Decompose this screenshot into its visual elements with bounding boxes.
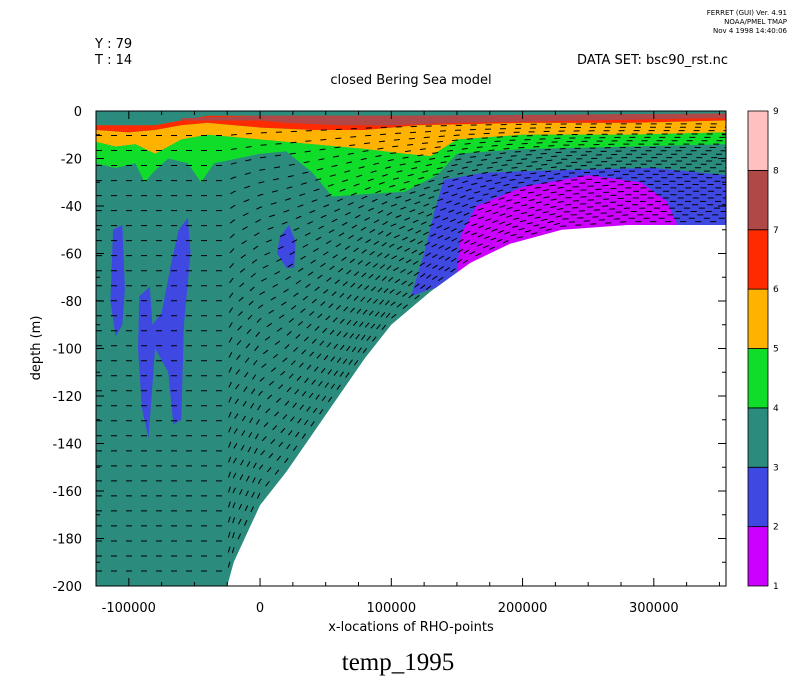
isoline-24 xyxy=(96,200,726,482)
isoline-5 xyxy=(96,136,726,197)
y-tick-label: -80 xyxy=(61,295,82,310)
isoline-21 xyxy=(96,190,726,437)
isoline-28 xyxy=(96,214,726,542)
ferret-org: NOAA/PMEL TMAP xyxy=(724,18,787,26)
isoline-30 xyxy=(96,221,726,572)
plot-area xyxy=(96,111,727,586)
isoline-25 xyxy=(96,204,726,497)
isoline-18 xyxy=(96,180,726,392)
t-index-label: T : 14 xyxy=(94,53,132,68)
x-axis-label: x-locations of RHO-points xyxy=(328,620,494,635)
colorbar-label: 7 xyxy=(773,226,779,236)
isoline-15 xyxy=(96,170,726,347)
axes: -100000 0 100000 200000 300000 0 -20 -40 -60 -80 -… xyxy=(52,105,726,616)
isoline-9 xyxy=(96,150,726,257)
y-tick-label: -100 xyxy=(52,343,82,358)
band-4-5 xyxy=(96,132,726,197)
isoline-22 xyxy=(96,194,726,452)
colorbar-swatch-8 xyxy=(747,110,769,171)
isoline-12 xyxy=(96,160,726,302)
y-tick-label: -140 xyxy=(52,438,82,453)
cold-patch-1 xyxy=(138,217,191,439)
y-axis-label: depth (m) xyxy=(29,316,44,381)
colorbar-swatch-6 xyxy=(747,229,769,290)
x-tick-label: 0 xyxy=(256,601,264,616)
isoline-13 xyxy=(96,163,726,317)
isoline-16 xyxy=(96,173,726,362)
colorbar-label: 9 xyxy=(773,107,779,117)
y-tick-label: -180 xyxy=(52,533,82,548)
colorbar-label: 2 xyxy=(773,523,779,533)
x-tick-label: 300000 xyxy=(629,601,679,616)
colorbar-swatch-3 xyxy=(747,407,769,468)
chart-title: closed Bering Sea model xyxy=(330,73,491,88)
contour-lines xyxy=(96,123,726,572)
isoline-27 xyxy=(96,211,726,527)
isoline-14 xyxy=(96,167,726,332)
y-tick-label: -120 xyxy=(52,390,82,405)
isoline-2 xyxy=(96,126,726,151)
isoline-19 xyxy=(96,184,726,407)
isoline-26 xyxy=(96,207,726,512)
colorbar-label: 8 xyxy=(773,166,779,176)
y-tick-label: -200 xyxy=(52,580,82,595)
isoline-4 xyxy=(96,133,726,182)
colorbar-label: 1 xyxy=(773,582,779,592)
y-tick-label: -160 xyxy=(52,485,82,500)
y-tick-label: 0 xyxy=(74,105,82,120)
cold-patch-0 xyxy=(110,225,125,337)
isoline-3 xyxy=(96,130,726,166)
isoline-20 xyxy=(96,187,726,422)
ferret-version: FERRET (GUI) Ver. 4.91 xyxy=(707,9,787,17)
colorbar: 1 2 3 4 5 6 7 8 9 xyxy=(747,107,779,592)
x-tick-label: 200000 xyxy=(498,601,548,616)
isoline-11 xyxy=(96,157,726,287)
variable-name: temp_1995 xyxy=(342,649,455,676)
x-tick-label: -100000 xyxy=(102,601,156,616)
colorbar-label: 3 xyxy=(773,463,779,473)
colorbar-swatch-4 xyxy=(747,348,769,409)
colorbar-swatch-5 xyxy=(747,288,769,349)
colorbar-label: 6 xyxy=(773,285,779,295)
isoline-1 xyxy=(96,123,726,136)
seafloor-mask xyxy=(96,225,726,586)
colorbar-swatch-7 xyxy=(747,169,769,231)
x-tick-label: 100000 xyxy=(366,601,416,616)
isoline-8 xyxy=(96,147,726,242)
dataset-label: DATA SET: bsc90_rst.nc xyxy=(577,53,728,68)
isoline-23 xyxy=(96,197,726,467)
y-tick-label: -40 xyxy=(61,200,82,215)
colorbar-swatch-1 xyxy=(747,526,769,587)
isoline-17 xyxy=(96,177,726,377)
colorbar-swatch-2 xyxy=(747,466,769,528)
y-index-label: Y : 79 xyxy=(94,37,132,52)
isoline-29 xyxy=(96,217,726,557)
isoline-7 xyxy=(96,143,726,227)
isoline-6 xyxy=(96,140,726,212)
colorbar-label: 5 xyxy=(773,345,779,355)
y-tick-label: -60 xyxy=(61,248,82,263)
isoline-10 xyxy=(96,153,726,272)
colorbar-label: 4 xyxy=(773,404,779,414)
y-tick-label: -20 xyxy=(61,153,82,168)
band-7-8 xyxy=(181,113,727,126)
ferret-date: Nov 4 1998 14:40:06 xyxy=(713,27,788,35)
